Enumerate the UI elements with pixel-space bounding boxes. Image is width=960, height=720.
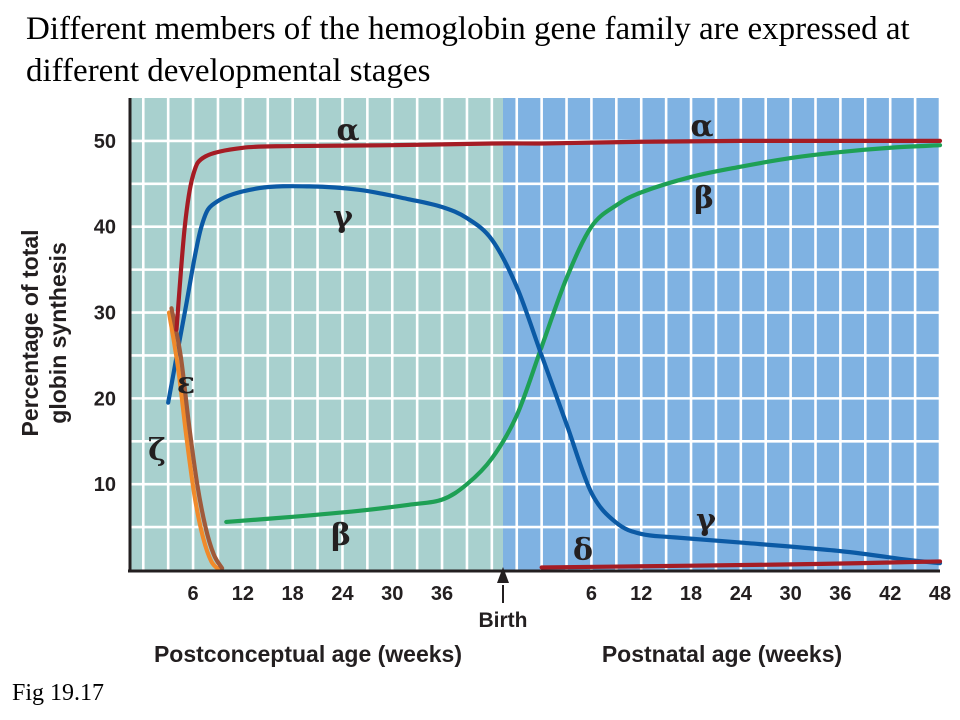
x-tick-label-postnatal: 30 (779, 583, 801, 605)
series-line-alpha (174, 138, 943, 332)
series-label-gamma-postnatal: γ (696, 503, 716, 538)
figure-label: Fig 19.17 (12, 680, 105, 706)
series-label-zeta-prenatal: ζ (148, 433, 166, 468)
x-tick-label-postnatal: 12 (630, 583, 652, 605)
gridlines (130, 98, 942, 570)
series-lines (166, 138, 943, 573)
series-label-alpha-postnatal: α (690, 109, 713, 144)
x-tick-label-prenatal: 6 (188, 583, 199, 605)
x-axis-title-postnatal: Postnatal age (weeks) (602, 641, 842, 667)
x-tick-label-postnatal: 42 (879, 583, 901, 605)
y-tick-label: 20 (94, 388, 116, 410)
x-tick-label-prenatal: 36 (431, 583, 453, 605)
series-line-delta (539, 559, 943, 570)
y-axis-title-line2: globin synthesis (45, 242, 71, 423)
birth-arrow-icon (497, 567, 509, 603)
series-line-beta (224, 143, 943, 525)
series-label-beta-prenatal: β (331, 518, 351, 553)
y-axis-title-line1: Percentage of total (17, 229, 43, 436)
series-line-zeta (166, 310, 222, 573)
y-tick-label: 30 (94, 303, 116, 325)
x-tick-label-postnatal: 48 (929, 583, 951, 605)
axes (128, 98, 940, 573)
x-tick-label-prenatal: 30 (381, 583, 403, 605)
series-label-gamma-prenatal: γ (333, 200, 353, 235)
x-axis-title-prenatal: Postconceptual age (weeks) (154, 641, 462, 667)
series-line-gamma (166, 184, 943, 566)
x-tick-label-postnatal: 24 (730, 583, 753, 605)
x-tick-label-prenatal: 18 (282, 583, 304, 605)
y-tick-label: 40 (94, 217, 116, 239)
birth-label: Birth (479, 609, 528, 632)
x-tick-label-postnatal: 36 (829, 583, 851, 605)
series-labels: α α γ γ β β εζ δ (148, 109, 716, 568)
x-tick-label-prenatal: 24 (331, 583, 354, 605)
series-label-beta-postnatal: β (694, 181, 714, 216)
postnatal-region (503, 98, 940, 570)
x-tick-label-postnatal: 18 (680, 583, 702, 605)
slide-title: Different members of the hemoglobin gene… (26, 11, 910, 89)
series-line-epsilon (169, 306, 225, 571)
x-tick-label-prenatal: 12 (232, 583, 254, 605)
x-tick-label-postnatal: 6 (586, 583, 597, 605)
y-tick-label: 50 (94, 131, 116, 153)
tick-labels: 6 12 18 24 30 36 6 12 18 24 30 36 42 48 10 20 30 40 50 (94, 131, 951, 605)
series-label-epsilon-prenatal: ε (177, 366, 195, 401)
y-tick-label: 10 (94, 474, 116, 496)
series-label-delta-postnatal: δ (573, 533, 593, 568)
series-label-alpha-prenatal: α (336, 113, 359, 148)
